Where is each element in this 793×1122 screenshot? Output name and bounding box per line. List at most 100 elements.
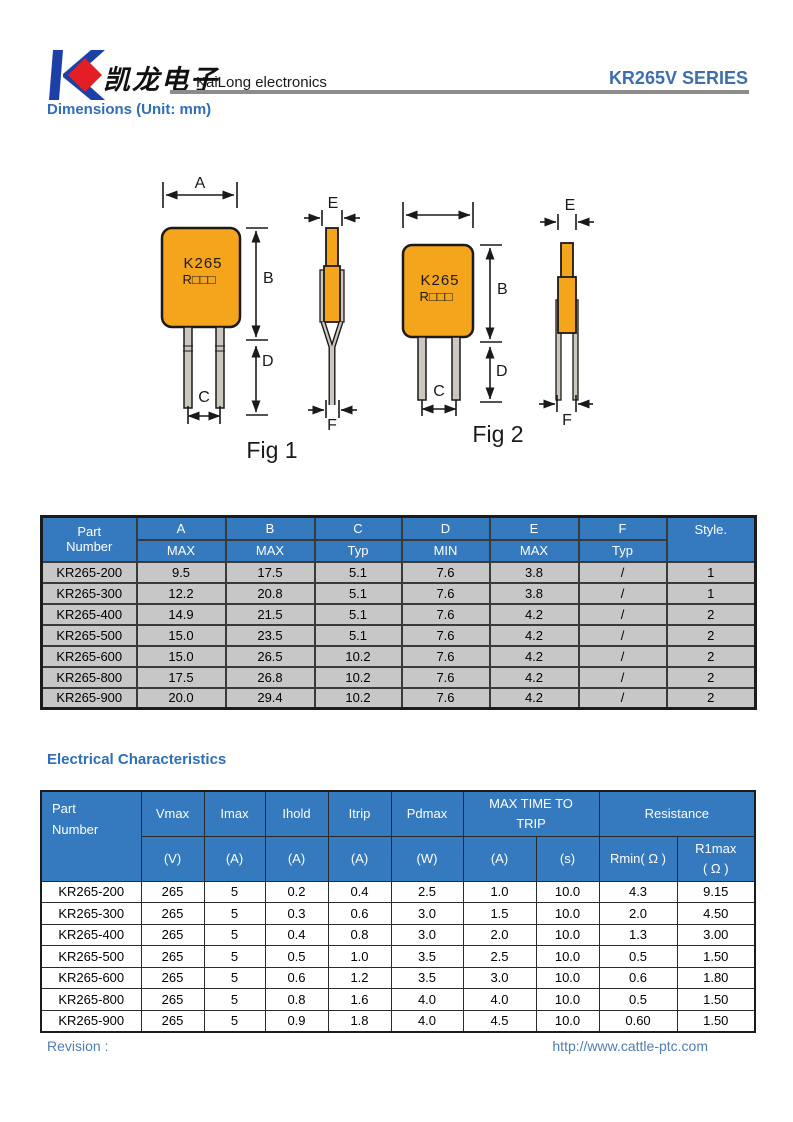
table-cell: 10.0 <box>535 923 600 946</box>
table-row: KR265-600 15.0 26.5 10.2 7.6 4.2/2 <box>40 644 757 668</box>
website-link[interactable]: http://www.cattle-ptc.com <box>552 1038 708 1054</box>
table-cell: 15.0 <box>135 644 227 668</box>
table-cell: 5 <box>203 966 266 989</box>
table-cell: 7.6 <box>400 665 491 689</box>
fig1-dim-label-b: B <box>263 270 274 287</box>
table-cell: 265 <box>140 923 205 946</box>
unit-header-a1: (A) <box>203 835 266 882</box>
fig2-caption: Fig 2 <box>472 421 523 447</box>
dimensions-table-body: KR265-200 9.5 17.5 5.1 7.6 3.8/1 KR265-300 12.2… <box>40 560 757 710</box>
table-cell: 265 <box>140 966 205 989</box>
table-cell: 3.8 <box>488 560 580 584</box>
table-cell: KR265-300 <box>40 581 138 605</box>
table-row: KR265-300 12.2 20.8 5.1 7.6 3.8/1 <box>40 581 757 605</box>
table-row: KR265-300 265 5 0.3 0.6 3.0 1.5 10.0 2.0 4.50 <box>40 902 756 925</box>
fig2-dim-label-b: B <box>497 281 508 298</box>
table-cell: 0.6 <box>598 966 678 989</box>
table-row: KR265-500 15.0 23.5 5.1 7.6 4.2/2 <box>40 623 757 647</box>
table-cell: 2 <box>665 686 757 710</box>
dimension-drawings: A K265 R□□□ B D C E <box>160 175 594 463</box>
r1max-line2: ( Ω ) <box>702 860 729 876</box>
table-row: KR265-800 17.5 26.8 10.2 7.6 4.2/2 <box>40 665 757 689</box>
electrical-table: Part Number Vmax Imax Ihold Itrip Pdmax … <box>40 790 757 1033</box>
table-cell: 10.0 <box>535 966 600 989</box>
revision-label: Revision : <box>47 1038 109 1054</box>
table-cell: 0.6 <box>264 966 329 989</box>
table-cell: 2.0 <box>598 902 678 925</box>
table-cell: 0.5 <box>598 988 678 1011</box>
table-cell: 4.3 <box>598 880 678 903</box>
table-cell: / <box>577 560 668 584</box>
table-cell: 5 <box>203 988 266 1011</box>
table-cell: 3.0 <box>462 966 537 989</box>
table-cell: 2 <box>665 665 757 689</box>
table-row: KR265-200 265 5 0.2 0.4 2.5 1.0 10.0 4.3 9.15 <box>40 880 756 903</box>
table-row: KR265-900 20.0 29.4 10.2 7.6 4.2/2 <box>40 686 757 710</box>
fig1-dim-label-f: F <box>327 417 337 434</box>
table-cell: 17.5 <box>224 560 316 584</box>
table-cell: KR265-800 <box>40 665 138 689</box>
unit-header-a3: (A) <box>327 835 392 882</box>
table-cell: 26.8 <box>224 665 316 689</box>
column-header-c: C <box>313 515 403 541</box>
fig1-side-body <box>319 227 345 405</box>
fig2-dim-width <box>402 202 474 228</box>
table-cell: / <box>577 686 668 710</box>
table-cell: 265 <box>140 1009 205 1032</box>
header-divider <box>170 90 749 94</box>
table-cell: 1 <box>665 581 757 605</box>
fig1-dim-label-d: D <box>262 353 274 370</box>
table-cell: 5.1 <box>313 560 403 584</box>
table-cell: 1.5 <box>462 902 537 925</box>
table-cell: 14.9 <box>135 602 227 626</box>
table-cell: 1.0 <box>462 880 537 903</box>
table-cell: / <box>577 581 668 605</box>
table-cell: 20.0 <box>135 686 227 710</box>
max-time-line1: MAX TIME TO <box>489 795 573 811</box>
unit-header-a4: (A) <box>462 835 537 882</box>
table-cell: 265 <box>140 945 205 968</box>
table-cell: / <box>577 665 668 689</box>
column-header-imax: Imax <box>203 790 266 837</box>
table-cell: 265 <box>140 988 205 1011</box>
table-cell: 0.8 <box>264 988 329 1011</box>
unit-header-r1max: R1max ( Ω ) <box>676 835 756 882</box>
table-cell: 3.5 <box>390 945 464 968</box>
fig1-body <box>160 226 242 329</box>
fig2-dim-f <box>539 395 593 412</box>
table-cell: 1.50 <box>676 1009 756 1032</box>
table-cell: 1.0 <box>327 945 392 968</box>
column-header-part: Part Number <box>40 790 142 882</box>
electrical-section-title: Electrical Characteristics <box>47 751 227 768</box>
table-cell: 1.50 <box>676 988 756 1011</box>
unit-header-s: (s) <box>535 835 600 882</box>
table-cell: 1.50 <box>676 945 756 968</box>
table-cell: 7.6 <box>400 686 491 710</box>
table-row: KR265-800 265 5 0.8 1.6 4.0 4.0 10.0 0.5 1.50 <box>40 988 756 1011</box>
table-cell: 5.1 <box>313 623 403 647</box>
fig1-dim-c <box>187 406 221 424</box>
table-cell: 10.0 <box>535 880 600 903</box>
fig2-dim-d <box>480 346 502 403</box>
column-header-resistance: Resistance <box>598 790 756 837</box>
fig1-dim-d <box>246 345 268 416</box>
table-cell: 1.8 <box>327 1009 392 1032</box>
table-cell: 0.6 <box>327 902 392 925</box>
table-cell: 5.1 <box>313 581 403 605</box>
fig2-dim-b <box>480 244 502 343</box>
table-cell: 5 <box>203 1009 266 1032</box>
company-name: KaiLong electronics <box>196 74 327 91</box>
table-cell: 0.9 <box>264 1009 329 1032</box>
logo-red-diamond <box>68 58 102 92</box>
table-cell: / <box>577 644 668 668</box>
fig1-marking-1: K265 <box>183 255 222 272</box>
part-header-line2: Number <box>52 822 99 837</box>
table-cell: 7.6 <box>400 623 491 647</box>
table-cell: KR265-600 <box>40 644 138 668</box>
dimensions-table: Part Number A B C D E F Style. MAX MAX T… <box>40 515 757 710</box>
table-cell: 7.6 <box>400 560 491 584</box>
fig1-dim-label-a: A <box>195 175 206 192</box>
table-cell: 2.0 <box>462 923 537 946</box>
column-header-e: E <box>488 515 580 541</box>
table-cell: 2.5 <box>390 880 464 903</box>
